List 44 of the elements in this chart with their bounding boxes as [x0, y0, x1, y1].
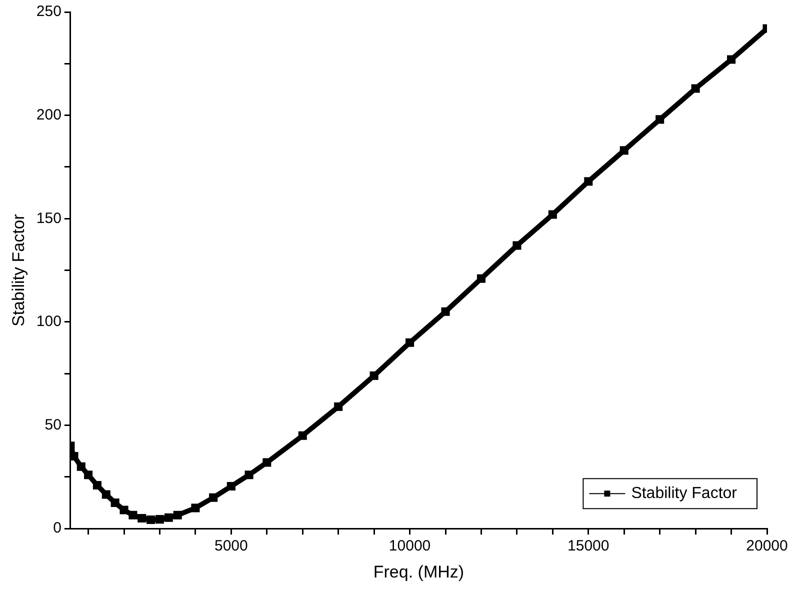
- point: [155, 515, 164, 524]
- point: [120, 506, 128, 514]
- point: [209, 493, 218, 502]
- point: [262, 458, 272, 467]
- point: [406, 338, 414, 347]
- x-tick-label: 20000: [746, 538, 788, 555]
- legend-label: Stability Factor: [631, 485, 738, 502]
- point: [620, 146, 628, 155]
- point: [191, 504, 200, 512]
- point: [370, 371, 378, 380]
- x-tick-label: 5000: [214, 538, 248, 555]
- point: [102, 490, 110, 499]
- y-tick-label: 250: [36, 3, 62, 20]
- y-tick-label: 150: [36, 210, 62, 227]
- point: [128, 510, 138, 520]
- point: [334, 402, 343, 411]
- point: [138, 514, 146, 523]
- point: [441, 307, 450, 316]
- point: [173, 510, 182, 520]
- point: [244, 470, 254, 480]
- y-tick-label: 0: [53, 520, 62, 537]
- point: [164, 513, 173, 522]
- point: [76, 462, 86, 471]
- point: [84, 470, 93, 480]
- x-tick-label: 15000: [568, 538, 610, 555]
- point: [656, 115, 664, 124]
- point: [548, 210, 557, 219]
- point: [727, 55, 736, 64]
- point: [476, 274, 486, 283]
- point: [110, 498, 120, 508]
- y-tick-label: 50: [44, 416, 62, 434]
- x-tick-label: 10000: [388, 538, 431, 555]
- point: [512, 241, 522, 250]
- y-tick-label: 100: [36, 313, 62, 330]
- point: [70, 452, 78, 461]
- y-tick-label: 200: [36, 106, 62, 124]
- point: [584, 177, 593, 186]
- point: [146, 515, 156, 524]
- point: [226, 482, 236, 491]
- point: [298, 431, 307, 440]
- point: [691, 84, 700, 93]
- point: [92, 480, 102, 490]
- y-axis-title: Stability Factor: [8, 214, 28, 327]
- x-axis-title: Freq. (MHz): [373, 562, 464, 582]
